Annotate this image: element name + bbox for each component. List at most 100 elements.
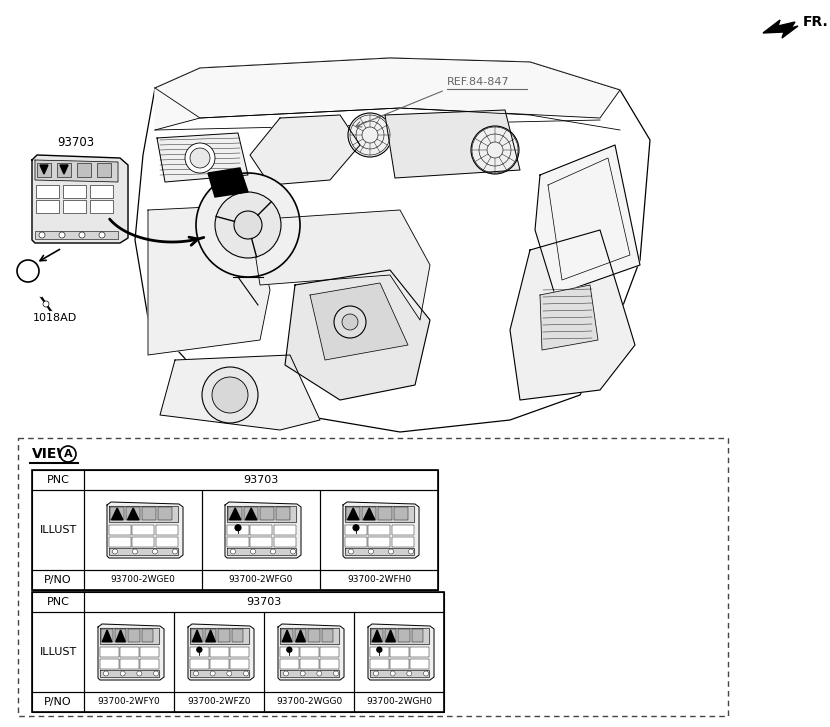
- Circle shape: [120, 671, 125, 676]
- Circle shape: [193, 671, 198, 676]
- Polygon shape: [155, 58, 620, 130]
- Circle shape: [215, 192, 281, 258]
- Polygon shape: [386, 630, 395, 642]
- Polygon shape: [310, 283, 408, 360]
- Polygon shape: [128, 508, 139, 520]
- Text: 93700-2WFY0: 93700-2WFY0: [98, 697, 160, 707]
- Bar: [320, 647, 339, 656]
- Circle shape: [59, 232, 65, 238]
- Polygon shape: [100, 628, 159, 643]
- Bar: [190, 647, 208, 656]
- Polygon shape: [368, 624, 434, 680]
- Circle shape: [290, 549, 295, 554]
- Circle shape: [197, 647, 202, 652]
- Bar: [32, 592, 444, 712]
- Bar: [251, 537, 272, 547]
- Text: 93703: 93703: [247, 597, 281, 607]
- Bar: [280, 659, 299, 669]
- Text: REF.84-847: REF.84-847: [447, 77, 510, 87]
- Circle shape: [39, 232, 45, 238]
- Circle shape: [423, 671, 428, 676]
- Bar: [32, 490, 84, 570]
- Polygon shape: [227, 506, 296, 522]
- Bar: [384, 629, 396, 642]
- Bar: [392, 525, 413, 535]
- Circle shape: [231, 549, 236, 554]
- Bar: [190, 659, 208, 669]
- Bar: [362, 507, 376, 520]
- Bar: [228, 507, 242, 520]
- Polygon shape: [98, 624, 164, 680]
- Circle shape: [407, 671, 412, 676]
- Circle shape: [300, 671, 305, 676]
- Bar: [300, 647, 319, 656]
- Text: PNC: PNC: [46, 597, 70, 607]
- Bar: [370, 659, 388, 669]
- Bar: [280, 647, 299, 656]
- Bar: [32, 470, 438, 590]
- Bar: [18, 438, 728, 716]
- Bar: [35, 231, 118, 239]
- Circle shape: [153, 549, 158, 554]
- Polygon shape: [32, 155, 128, 243]
- Circle shape: [342, 314, 358, 330]
- Bar: [140, 659, 159, 669]
- Bar: [398, 629, 409, 642]
- Bar: [84, 592, 444, 612]
- Polygon shape: [190, 670, 249, 677]
- Bar: [120, 659, 139, 669]
- Polygon shape: [116, 630, 125, 642]
- Circle shape: [113, 549, 118, 554]
- Bar: [227, 537, 249, 547]
- Circle shape: [353, 525, 359, 531]
- Polygon shape: [35, 160, 118, 182]
- Polygon shape: [60, 165, 68, 174]
- Circle shape: [173, 549, 178, 554]
- Circle shape: [190, 148, 210, 168]
- Text: ILLUST: ILLUST: [39, 647, 76, 657]
- Polygon shape: [227, 548, 296, 555]
- Bar: [369, 525, 390, 535]
- Bar: [345, 537, 367, 547]
- Polygon shape: [295, 630, 305, 642]
- Text: A: A: [64, 449, 72, 459]
- Bar: [230, 647, 249, 656]
- Bar: [32, 612, 84, 692]
- Polygon shape: [111, 508, 123, 520]
- Polygon shape: [370, 628, 429, 643]
- Circle shape: [154, 671, 159, 676]
- Circle shape: [43, 301, 49, 307]
- Bar: [210, 647, 229, 656]
- Bar: [84, 470, 438, 490]
- Bar: [77, 163, 91, 177]
- Bar: [132, 537, 154, 547]
- Bar: [410, 659, 428, 669]
- Polygon shape: [250, 210, 430, 320]
- Bar: [260, 507, 274, 520]
- Bar: [84, 490, 202, 570]
- Bar: [378, 507, 392, 520]
- Bar: [140, 647, 159, 656]
- Bar: [100, 659, 119, 669]
- Polygon shape: [343, 502, 419, 558]
- Circle shape: [287, 647, 292, 652]
- Bar: [370, 647, 388, 656]
- Polygon shape: [763, 20, 798, 38]
- Text: 93700-2WGE0: 93700-2WGE0: [110, 576, 175, 585]
- Bar: [84, 570, 202, 590]
- Polygon shape: [160, 355, 320, 430]
- Bar: [320, 490, 438, 570]
- Polygon shape: [102, 630, 112, 642]
- Polygon shape: [225, 502, 301, 558]
- Polygon shape: [385, 110, 520, 178]
- Circle shape: [137, 671, 142, 676]
- Bar: [295, 629, 306, 642]
- Polygon shape: [135, 58, 650, 432]
- Bar: [32, 592, 84, 612]
- Polygon shape: [373, 630, 382, 642]
- Bar: [101, 629, 113, 642]
- Bar: [202, 570, 320, 590]
- Polygon shape: [206, 630, 215, 642]
- Bar: [84, 692, 174, 712]
- Bar: [274, 537, 295, 547]
